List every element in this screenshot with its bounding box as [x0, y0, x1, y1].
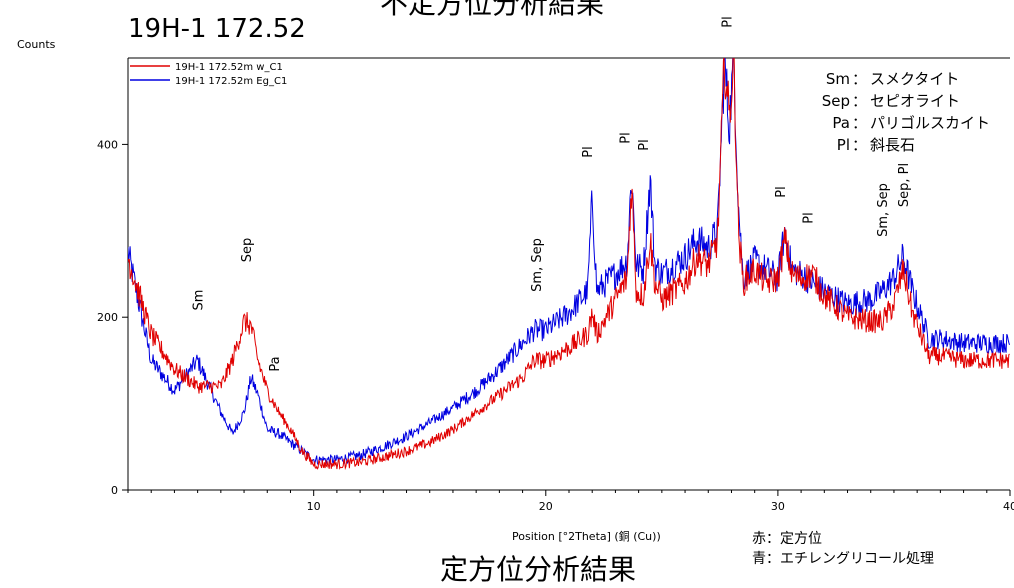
series-line — [128, 58, 1010, 471]
key-abbr: Sm — [826, 70, 850, 88]
top-title: 不定方位分析結果 — [380, 0, 605, 20]
key-name: パリゴルスカイト — [870, 114, 990, 132]
x-tick-label: 30 — [771, 500, 785, 513]
key-abbr: Pl — [837, 136, 850, 154]
peak-label: Sep — [240, 238, 255, 263]
key-name: セピオライト — [870, 92, 960, 110]
key-name: スメクタイト — [870, 70, 959, 88]
peak-label: Pl — [720, 16, 735, 27]
peak-label: Sep, Pl — [897, 163, 912, 207]
peak-label: Sm, Sep — [530, 238, 545, 292]
legend-label: 19H-1 172.52m w_C1 — [175, 62, 283, 73]
peak-label: Pl — [581, 146, 596, 157]
x-tick-label: 10 — [307, 500, 321, 513]
key-abbr: Pa — [832, 114, 850, 132]
note-red: 赤：定方位 — [752, 531, 822, 547]
y-tick-label: 200 — [97, 311, 118, 324]
xrd-chart: 0 200 400 10 20 30 40 19H-1 172.52m w_C1 19H-1 1… — [97, 16, 1014, 513]
x-tick-label: 20 — [539, 500, 553, 513]
peak-label: Pa — [268, 356, 283, 371]
y-axis-label: Counts — [17, 38, 56, 51]
peak-label: Pl — [618, 132, 633, 143]
peak-label: Pl — [802, 212, 817, 223]
peak-label: Sm — [191, 290, 206, 311]
note-blue: 青：エチレングリコール処理 — [752, 551, 934, 567]
peak-label: Pl — [774, 186, 789, 197]
y-tick-label: 0 — [111, 484, 118, 497]
key-sep: ： — [852, 92, 867, 110]
x-tick-label: 40 — [1003, 500, 1014, 513]
x-axis-label: Position [°2Theta] (銅 (Cu)) — [512, 530, 661, 543]
y-tick-label: 400 — [97, 138, 118, 151]
sample-title: 19H-1 172.52 — [128, 14, 306, 44]
key-sep: ： — [852, 70, 867, 88]
key-name: 斜長石 — [870, 136, 915, 154]
key-sep: ： — [852, 136, 867, 154]
peak-label: Pl — [637, 139, 652, 150]
legend-label: 19H-1 172.52m Eg_C1 — [175, 76, 287, 87]
key-sep: ： — [852, 114, 867, 132]
peak-label: Sm, Sep — [876, 183, 891, 237]
key-abbr: Sep — [822, 92, 850, 110]
